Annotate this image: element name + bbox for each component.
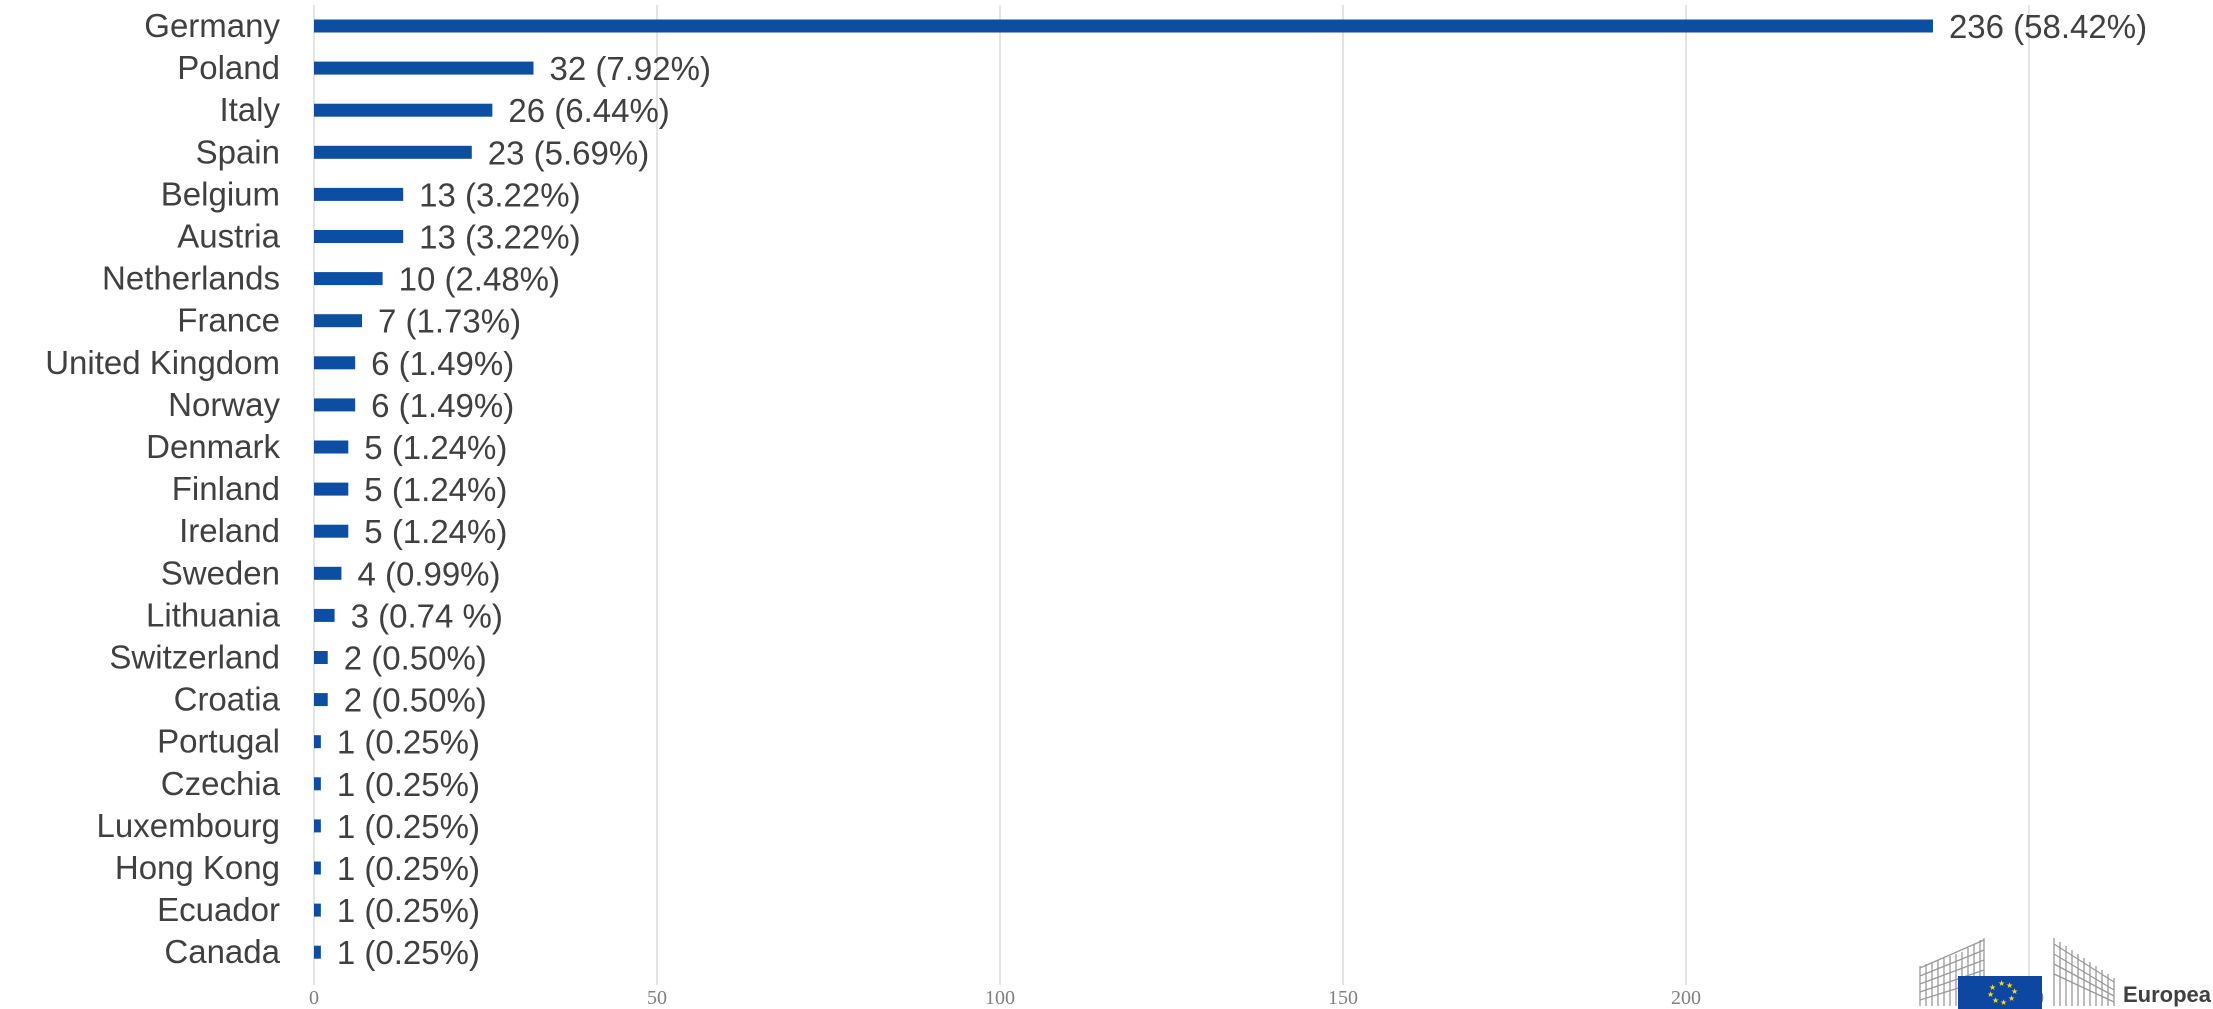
bar-spain — [314, 145, 472, 159]
category-label: Poland — [177, 49, 280, 86]
data-label: 26 (6.44%) — [508, 92, 669, 129]
category-label: Lithuania — [146, 596, 281, 633]
bar-united-kingdom — [314, 356, 356, 370]
bar-poland — [314, 61, 534, 75]
category-label: Czechia — [161, 765, 281, 802]
data-label: 1 (0.25%) — [337, 808, 480, 845]
x-tick-label: 100 — [985, 987, 1015, 1009]
bar-lithuania — [314, 608, 335, 622]
european-commission-logo: ★ ★ ★ ★ ★ ★ ★ ★ Europea — [1918, 934, 2213, 1009]
category-label: Finland — [172, 470, 280, 507]
data-label: 236 (58.42%) — [1949, 8, 2147, 45]
data-label: 10 (2.48%) — [399, 261, 560, 298]
data-label: 13 (3.22%) — [419, 176, 580, 213]
data-label: 5 (1.24%) — [364, 471, 507, 508]
bar-portugal — [314, 735, 321, 749]
bar-belgium — [314, 187, 404, 201]
svg-text:★: ★ — [1992, 996, 1999, 1005]
eu-flag-icon — [1958, 976, 2042, 1009]
x-tick-label: 150 — [1328, 987, 1358, 1009]
data-label: 1 (0.25%) — [337, 934, 480, 971]
category-label: Hong Kong — [115, 849, 280, 886]
x-tick-label: 200 — [1671, 987, 1701, 1009]
svg-text:★: ★ — [1989, 983, 1996, 992]
bar-switzerland — [314, 651, 328, 664]
bars — [314, 19, 1933, 959]
category-label: Belgium — [161, 175, 280, 212]
category-label: Netherlands — [102, 260, 280, 297]
x-axis-ticks: 050100150200250 — [309, 987, 2044, 1009]
logo-building-icon: ★ ★★ ★★★ ★★ — [1919, 938, 2115, 1009]
data-label: 1 (0.25%) — [337, 766, 480, 803]
data-label: 13 (3.22%) — [419, 219, 580, 256]
x-tick-label: 0 — [309, 987, 319, 1009]
bar-france — [314, 314, 363, 328]
bar-austria — [314, 230, 404, 243]
data-label: 6 (1.49%) — [371, 387, 514, 424]
data-label: 4 (0.99%) — [357, 555, 500, 592]
category-label: Canada — [164, 933, 280, 970]
category-label: Denmark — [146, 428, 280, 465]
bar-finland — [314, 482, 349, 496]
category-label: Norway — [168, 386, 280, 423]
category-label: Ireland — [179, 512, 280, 549]
category-label: Germany — [144, 7, 280, 44]
bar-ireland — [314, 524, 349, 538]
category-label: Sweden — [161, 554, 280, 591]
category-label: France — [177, 302, 280, 339]
category-label: Croatia — [174, 681, 281, 718]
svg-text:★: ★ — [2000, 998, 2007, 1007]
category-label: Spain — [196, 133, 280, 170]
bar-hong-kong — [314, 861, 321, 875]
data-label: 1 (0.25%) — [337, 724, 480, 761]
data-label: 1 (0.25%) — [337, 892, 480, 929]
data-label: 3 (0.74 %) — [351, 597, 503, 634]
svg-text:★: ★ — [2011, 987, 2018, 996]
data-label: 5 (1.24%) — [364, 513, 507, 550]
bar-canada — [314, 945, 321, 959]
logo-text: Europea — [2123, 982, 2212, 1007]
svg-text:★: ★ — [1987, 990, 1994, 999]
category-label: Portugal — [157, 723, 280, 760]
bar-luxembourg — [314, 819, 321, 833]
bar-italy — [314, 103, 493, 117]
svg-text:★: ★ — [2008, 994, 2015, 1003]
data-label: 23 (5.69%) — [488, 134, 649, 171]
category-label: Ecuador — [157, 891, 280, 928]
data-label: 1 (0.25%) — [337, 850, 480, 887]
data-label: 2 (0.50%) — [344, 682, 487, 719]
bar-germany — [314, 19, 1933, 33]
bar-netherlands — [314, 272, 383, 286]
bar-norway — [314, 398, 356, 412]
data-label: 7 (1.73%) — [378, 303, 521, 340]
category-label: Italy — [219, 91, 280, 128]
bar-sweden — [314, 566, 342, 580]
bar-czechia — [314, 777, 321, 791]
svg-text:★: ★ — [1998, 979, 2005, 988]
category-labels: Germany Poland Italy Spain Belgium Austria Net… — [45, 7, 280, 970]
category-label: Switzerland — [109, 639, 280, 676]
bar-croatia — [314, 693, 328, 707]
x-tick-label: 50 — [647, 987, 667, 1009]
category-label: Austria — [177, 218, 280, 255]
category-label: United Kingdom — [45, 344, 280, 381]
svg-text:★: ★ — [2006, 981, 2013, 990]
data-label: 6 (1.49%) — [371, 345, 514, 382]
data-label: 2 (0.50%) — [344, 640, 487, 677]
category-label: Luxembourg — [97, 807, 280, 844]
bar-ecuador — [314, 903, 321, 917]
data-label: 32 (7.92%) — [550, 50, 711, 87]
data-labels: 236 (58.42%) 32 (7.92%) 26 (6.44%) 23 (5.69… — [337, 8, 2147, 971]
bar-denmark — [314, 440, 349, 454]
data-label: 5 (1.24%) — [364, 429, 507, 466]
